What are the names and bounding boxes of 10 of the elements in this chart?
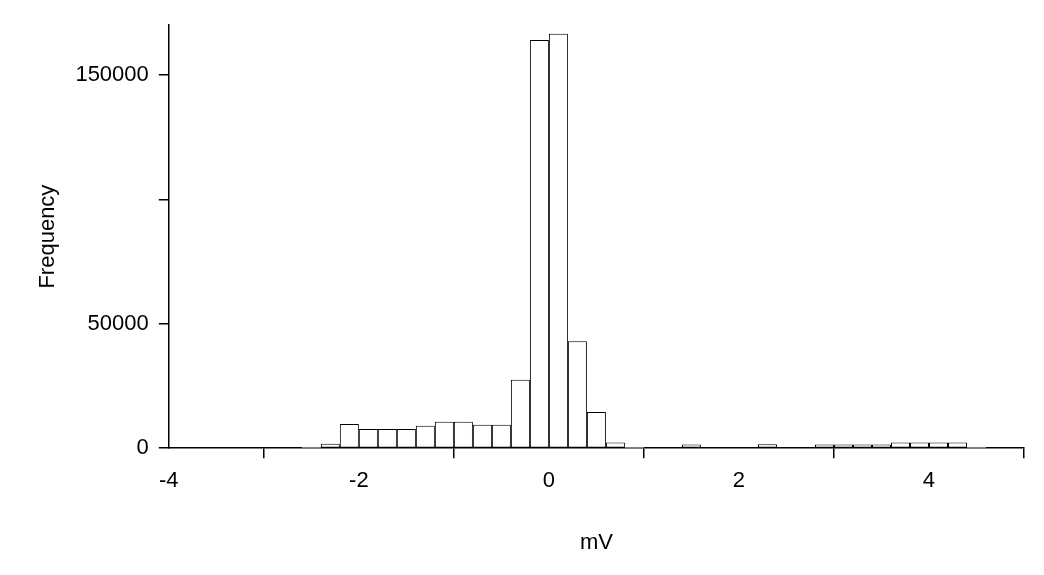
y-tick-label: 0 [136,434,149,460]
x-axis-title: mV [579,528,614,554]
x-tick-label: 4 [922,467,936,493]
y-axis-title: Frequency [34,184,60,289]
x-tick-label: -4 [159,467,179,493]
x-tick-label: 0 [542,467,556,493]
x-tick-label: 2 [732,467,746,493]
y-tick-label: 150000 [75,60,149,86]
y-tick-label: 50000 [87,309,149,335]
x-tick-label: -2 [349,467,369,493]
